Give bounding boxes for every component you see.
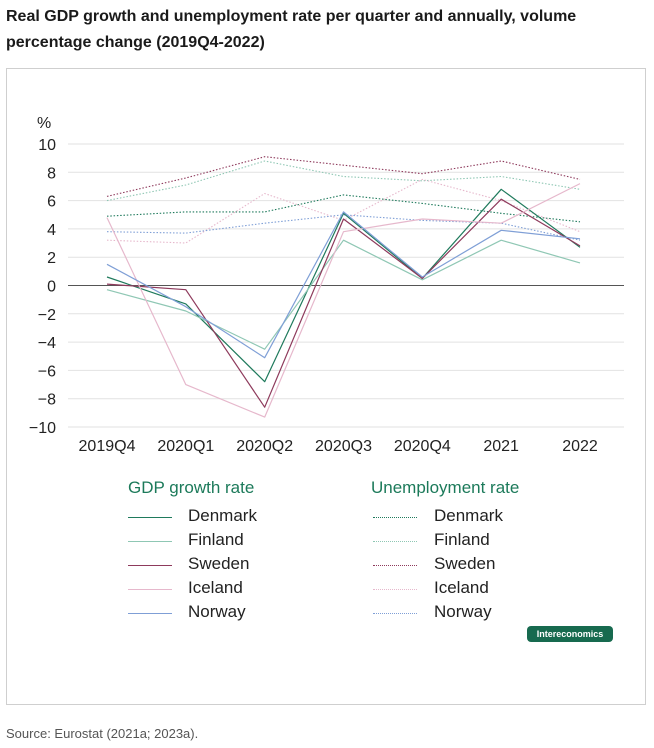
- y-tick-label: 0: [47, 279, 56, 296]
- legend-label-gdp-norway: Norway: [188, 602, 246, 621]
- x-tick-label: 2020Q2: [236, 438, 293, 455]
- legend-label-gdp-sweden: Sweden: [188, 554, 250, 573]
- legend-label-unemployment-denmark: Denmark: [434, 506, 503, 525]
- series-gdp-denmark: [106, 188, 581, 383]
- series-gdp-finland: [106, 239, 581, 350]
- x-tick-label: 2019Q4: [79, 438, 136, 455]
- y-tick-label: 6: [47, 194, 56, 211]
- legend-swatch-unemployment-norway: [373, 613, 417, 614]
- legend-swatch-gdp-denmark: [128, 517, 172, 518]
- series-unemployment-iceland: [106, 178, 581, 244]
- legend-swatch-gdp-finland: [128, 541, 172, 542]
- legend-label-unemployment-norway: Norway: [434, 602, 492, 621]
- source-note: Source: Eurostat (2021a; 2023a).: [6, 726, 199, 741]
- legend-swatch-gdp-sweden: [128, 565, 172, 566]
- chart-title: Real GDP growth and unemployment rate pe…: [6, 8, 577, 51]
- x-tick-label: 2021: [483, 438, 519, 455]
- y-tick-label: 4: [47, 222, 56, 239]
- y-tick-label: 2: [47, 250, 56, 267]
- y-tick-label: −4: [38, 335, 56, 352]
- series-unemployment-sweden: [106, 156, 581, 197]
- chart-panel: 10 8 6 4 2 0 −2 −4 −6 −8 −10% 2019Q4 2020Q1 2020Q2 202…: [6, 68, 646, 705]
- x-tick-label: 2020Q4: [394, 438, 451, 455]
- y-tick-label: 10: [38, 137, 56, 154]
- legend-label-gdp-iceland: Iceland: [188, 578, 243, 597]
- legend-label-gdp-denmark: Denmark: [188, 506, 257, 525]
- intereconomics-logo: Intereconomics: [527, 626, 613, 642]
- line-chart: 10 8 6 4 2 0 −2 −4 −6 −8 −10% 2019Q4 2020Q1 2020Q2 202…: [29, 115, 624, 455]
- legend-label-gdp-finland: Finland: [188, 530, 244, 549]
- y-axis-label: %: [37, 115, 51, 132]
- y-tick-label: 8: [47, 165, 56, 182]
- series-gdp-sweden: [106, 198, 581, 408]
- legend-swatch-unemployment-iceland: [373, 589, 417, 590]
- legend-title-gdp: GDP growth rate: [128, 478, 255, 497]
- legend-swatch-unemployment-denmark: [373, 517, 417, 518]
- y-tick-label: −2: [38, 307, 56, 324]
- x-tick-label: 2020Q1: [157, 438, 214, 455]
- legend-title-unemployment: Unemployment rate: [371, 478, 520, 497]
- legend-swatch-unemployment-sweden: [373, 565, 417, 566]
- legend-label-unemployment-finland: Finland: [434, 530, 490, 549]
- series-gdp-norway: [106, 211, 581, 359]
- legend-swatch-gdp-iceland: [128, 589, 172, 590]
- x-tick-label: 2020Q3: [315, 438, 372, 455]
- series-unemployment-finland: [106, 160, 581, 202]
- legend-swatch-unemployment-finland: [373, 541, 417, 542]
- series-gdp-iceland: [106, 183, 581, 418]
- y-tick-label: −10: [29, 420, 56, 437]
- x-tick-label: 2022: [562, 438, 598, 455]
- y-tick-label: −8: [38, 392, 56, 409]
- legend-label-unemployment-iceland: Iceland: [434, 578, 489, 597]
- y-tick-label: −6: [38, 363, 56, 380]
- legend-label-unemployment-sweden: Sweden: [434, 554, 496, 573]
- series-unemployment-denmark: [106, 194, 581, 223]
- legend-swatch-gdp-norway: [128, 613, 172, 614]
